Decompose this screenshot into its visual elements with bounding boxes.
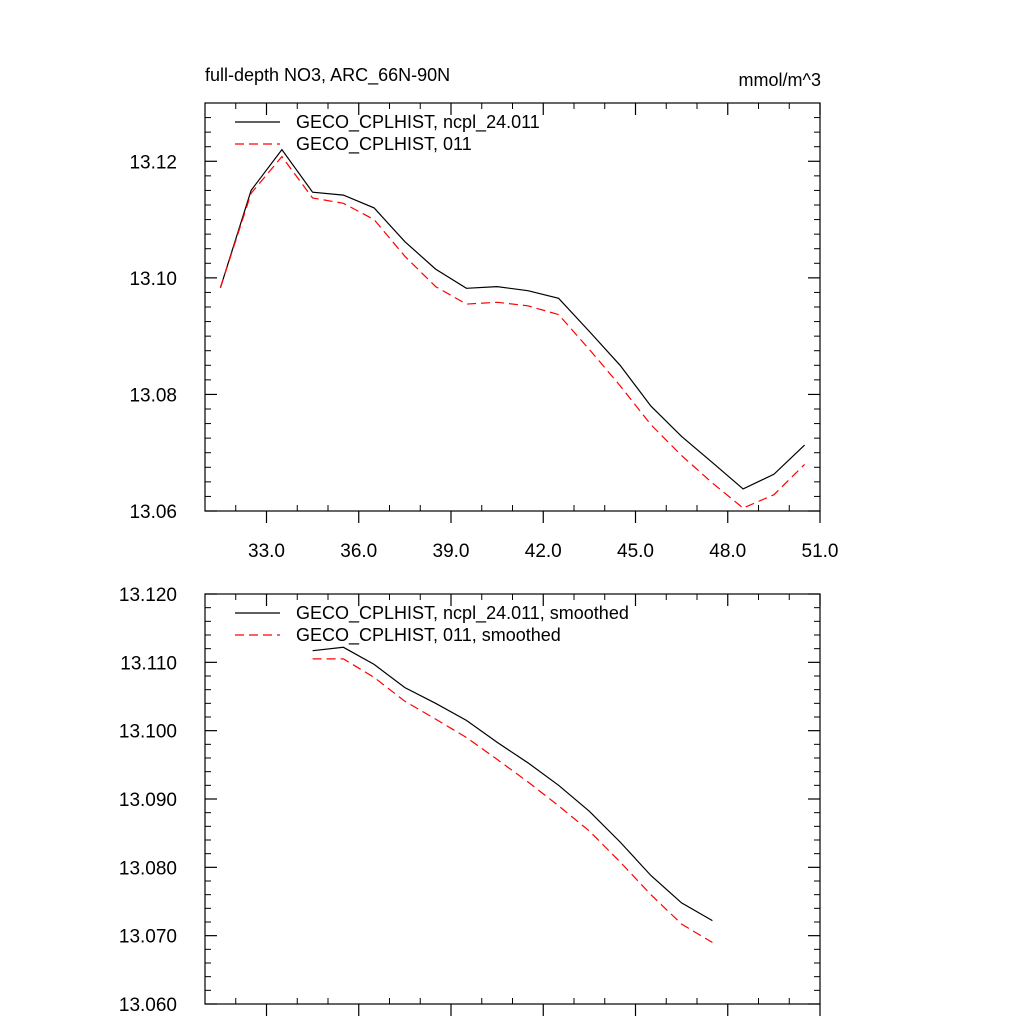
x-tick-label: 36.0 <box>340 541 377 562</box>
x-tick-label: 33.0 <box>248 541 285 562</box>
y-tick-label: 13.080 <box>119 858 177 879</box>
series-line-2 <box>312 658 713 944</box>
legend: GECO_CPLHIST, ncpl_24.011 GECO_CPLHIST, … <box>235 112 540 155</box>
legend-label-series-2: GECO_CPLHIST, 011, smoothed <box>296 625 561 646</box>
series-lines <box>219 148 806 509</box>
y-tick-label: 13.06 <box>129 502 177 523</box>
top-panel: full-depth NO3, ARC_66N-90N mmol/m^3 13.… <box>129 65 838 562</box>
y-tick-label: 13.110 <box>120 653 177 674</box>
units-label: mmol/m^3 <box>739 70 821 90</box>
chart-title: full-depth NO3, ARC_66N-90N <box>205 65 450 86</box>
series-line-1 <box>219 148 806 490</box>
bottom-panel: 13.060 13.070 13.080 13.090 13.100 13.110 13.1… <box>119 585 821 1016</box>
x-tick-label: 39.0 <box>433 541 470 562</box>
axis-ticks: 13.06 13.08 13.10 13.12 33.0 36.0 39.0 42.0 45.0… <box>129 102 839 562</box>
y-tick-label: 13.12 <box>129 152 177 173</box>
x-tick-label: 45.0 <box>617 541 654 562</box>
x-tick-label: 42.0 <box>525 541 562 562</box>
y-tick-label: 13.090 <box>119 790 177 811</box>
series-line-2 <box>219 155 806 509</box>
x-tick-label: 51.0 <box>802 541 839 562</box>
y-tick-label: 13.060 <box>119 995 177 1016</box>
y-tick-label: 13.10 <box>129 269 177 290</box>
plot-frame <box>204 102 821 512</box>
legend-label-series-1: GECO_CPLHIST, ncpl_24.011 <box>296 112 540 133</box>
series-lines <box>312 646 713 944</box>
y-tick-label: 13.120 <box>119 585 177 606</box>
x-tick-label: 48.0 <box>709 541 746 562</box>
y-tick-label: 13.08 <box>129 385 177 406</box>
legend-label-series-2: GECO_CPLHIST, 011 <box>296 134 472 155</box>
y-tick-label: 13.070 <box>119 927 177 948</box>
y-tick-label: 13.100 <box>119 722 177 743</box>
legend-label-series-1: GECO_CPLHIST, ncpl_24.011, smoothed <box>296 603 629 624</box>
plot-frame <box>204 593 821 1005</box>
series-line-1 <box>312 646 713 922</box>
legend: GECO_CPLHIST, ncpl_24.011, smoothed GECO… <box>235 603 629 646</box>
axis-ticks: 13.060 13.070 13.080 13.090 13.100 13.110 13.1… <box>119 585 821 1016</box>
